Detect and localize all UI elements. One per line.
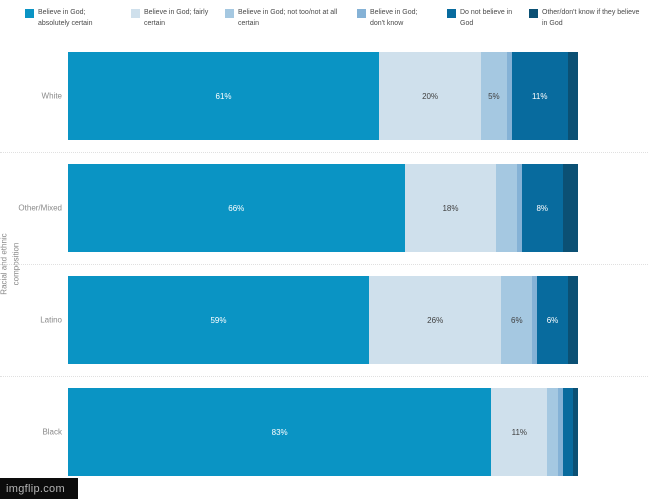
category-label: Black [42, 427, 62, 437]
legend-swatch [25, 9, 34, 18]
segment-value-label: 59% [210, 315, 227, 325]
category-label: White [41, 91, 62, 101]
segment-value-label: 11% [511, 427, 528, 437]
segment-value-label: 20% [422, 91, 439, 101]
bar-segment: 66% [68, 164, 405, 252]
segment-value-label: 8% [536, 203, 549, 213]
segment-value-label: 6% [511, 315, 523, 325]
table-row: Latino 59% 26% 6% 6% [0, 264, 648, 364]
table-row: Black 83% 11% [0, 376, 648, 476]
table-row: White 61% 20% 5% 11% [42, 52, 578, 140]
stacked-bar: 61% 20% 5% 11% [68, 52, 578, 140]
legend-swatch [357, 9, 366, 18]
segment-value-label: 18% [442, 203, 459, 213]
watermark: imgflip.com [0, 478, 78, 499]
segment-value-label: 26% [427, 315, 444, 325]
bar-segment: 6% [537, 276, 568, 364]
bar-segment [562, 388, 573, 476]
chart-legend: Believe in God; absolutely certain Believ… [25, 8, 644, 29]
bar-rows: White 61% 20% 5% 11% Other/Mixed 66% 18% 8% Latin… [0, 52, 648, 476]
segment-value-label: 61% [215, 91, 232, 101]
legend-item: Do not believe in God [447, 8, 516, 29]
legend-label: Other/don't know if they believe in God [542, 9, 640, 27]
bar-segment: 5% [481, 52, 507, 140]
bar-segment [567, 52, 578, 140]
legend-swatch [225, 9, 234, 18]
bar-segment [572, 388, 578, 476]
bar-segment: 61% [68, 52, 380, 140]
legend-label: Do not believe in God [460, 9, 513, 27]
segment-value-label: 6% [546, 315, 559, 325]
legend-item: Other/don't know if they believe in God [529, 8, 644, 29]
legend-swatch [131, 9, 140, 18]
bar-segment [532, 276, 538, 364]
legend-label: Believe in God; absolutely certain [38, 9, 93, 27]
bar-segment: 18% [404, 164, 497, 252]
legend-item: Believe in God; fairly certain [131, 8, 212, 29]
stacked-bar: 66% 18% 8% [68, 164, 578, 252]
segment-value-label: 83% [271, 427, 288, 437]
legend-item: Believe in God; don't know [357, 8, 434, 29]
segment-value-label: 66% [228, 203, 245, 213]
bar-segment [516, 164, 522, 252]
bar-segment: 83% [68, 388, 492, 476]
bar-segment: 26% [368, 276, 502, 364]
segment-value-label: 11% [532, 91, 548, 101]
category-label: Latino [40, 315, 62, 325]
table-row: Other/Mixed 66% 18% 8% [0, 152, 648, 252]
legend-label: Believe in God; not too/not at all certa… [238, 9, 338, 27]
segment-value-label: 5% [488, 91, 500, 101]
category-label: Other/Mixed [18, 203, 62, 213]
legend-item: Believe in God; absolutely certain [25, 8, 118, 29]
stacked-bar: 59% 26% 6% 6% [68, 276, 578, 364]
stacked-bar: 83% 11% [68, 388, 578, 476]
bar-segment [562, 164, 578, 252]
bar-segment [496, 164, 517, 252]
bar-segment [567, 276, 578, 364]
bar-segment: 59% [68, 276, 369, 364]
bar-segment: 20% [379, 52, 482, 140]
bar-segment: 11% [491, 388, 548, 476]
legend-swatch [447, 9, 456, 18]
legend-swatch [529, 9, 538, 18]
legend-label: Believe in God; don't know [370, 9, 418, 27]
legend-label: Believe in God; fairly certain [144, 9, 209, 27]
bar-segment: 6% [501, 276, 533, 364]
bar-segment [547, 388, 558, 476]
bar-segment [557, 388, 563, 476]
bar-segment [506, 52, 512, 140]
bar-segment: 8% [521, 164, 563, 252]
bar-segment: 11% [511, 52, 568, 140]
legend-item: Believe in God; not too/not at all certa… [225, 8, 344, 29]
